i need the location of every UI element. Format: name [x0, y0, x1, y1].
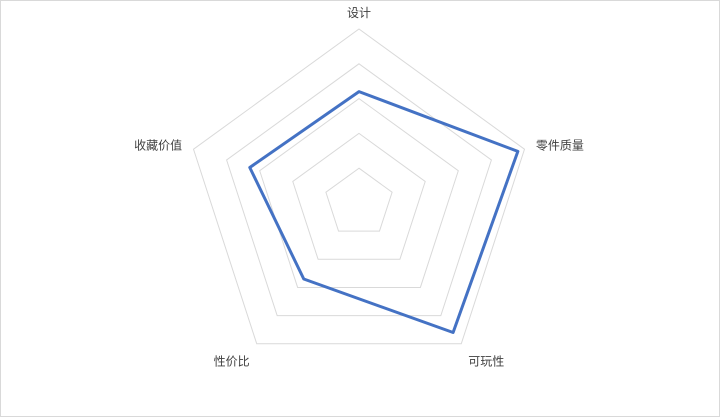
- axis-label-4: 收藏价值: [134, 138, 182, 153]
- grid-ring-2: [292, 132, 426, 260]
- axis-label-3: 性价比: [214, 355, 250, 369]
- grid-ring-1: [325, 167, 393, 232]
- grid-ring-3: [259, 97, 459, 288]
- radar-grid: [192, 28, 526, 345]
- axis-label-0: 设计: [347, 6, 371, 20]
- radar-series-layer: [248, 90, 520, 335]
- grid-ring-5: [192, 28, 526, 345]
- axis-label-2: 可玩性: [468, 355, 504, 369]
- series-line-0: [248, 90, 520, 335]
- axis-label-1: 零件质量: [536, 139, 584, 153]
- grid-ring-4: [226, 63, 492, 317]
